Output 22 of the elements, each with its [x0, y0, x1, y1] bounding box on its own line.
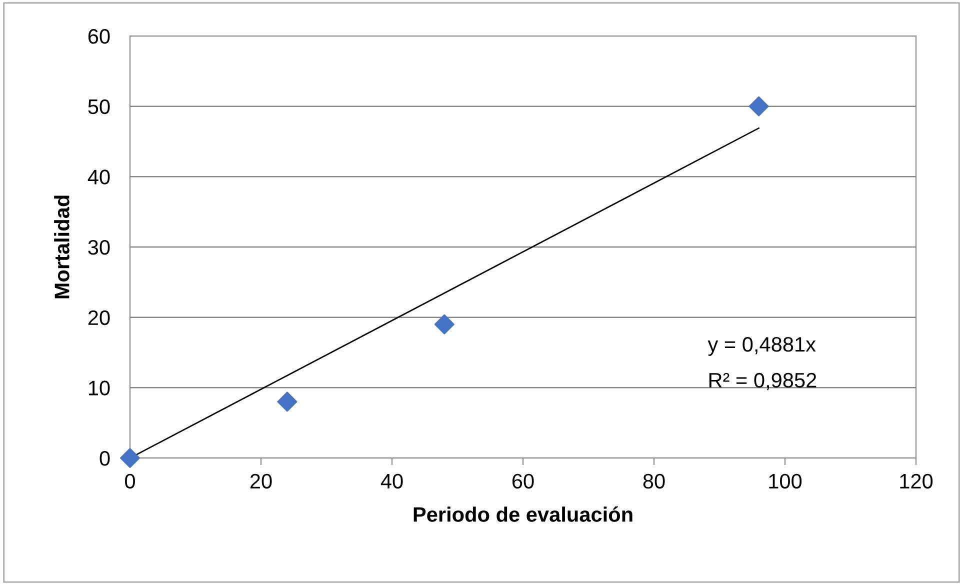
x-tick-label: 40: [380, 474, 403, 489]
point: [434, 314, 454, 334]
y-tick-label: 40: [88, 170, 110, 184]
point: [748, 96, 769, 116]
y-tick-label: 0: [100, 451, 110, 466]
annotation: y = 0,4881x: [708, 337, 816, 356]
x-tick-label: 100: [769, 474, 802, 489]
point: [277, 392, 298, 412]
x-tick-label: 120: [900, 474, 933, 489]
y-tick-label: 30: [88, 240, 110, 255]
annotation: R² = 0,9852: [709, 372, 816, 390]
y-tick-label: 60: [88, 29, 110, 44]
x-tick-label: 20: [250, 474, 272, 489]
y-axis-title: Mortalidad: [54, 196, 70, 298]
x-tick-label: 80: [643, 474, 665, 489]
x-tick-label: 60: [512, 474, 534, 489]
y-tick-label: 20: [88, 310, 110, 326]
y-tick-label: 10: [88, 380, 110, 396]
y-tick-label: 50: [88, 99, 110, 114]
point: [120, 448, 140, 468]
x-axis-title: Periodo de evaluación: [414, 506, 632, 522]
x-tick-label: 0: [125, 474, 135, 489]
